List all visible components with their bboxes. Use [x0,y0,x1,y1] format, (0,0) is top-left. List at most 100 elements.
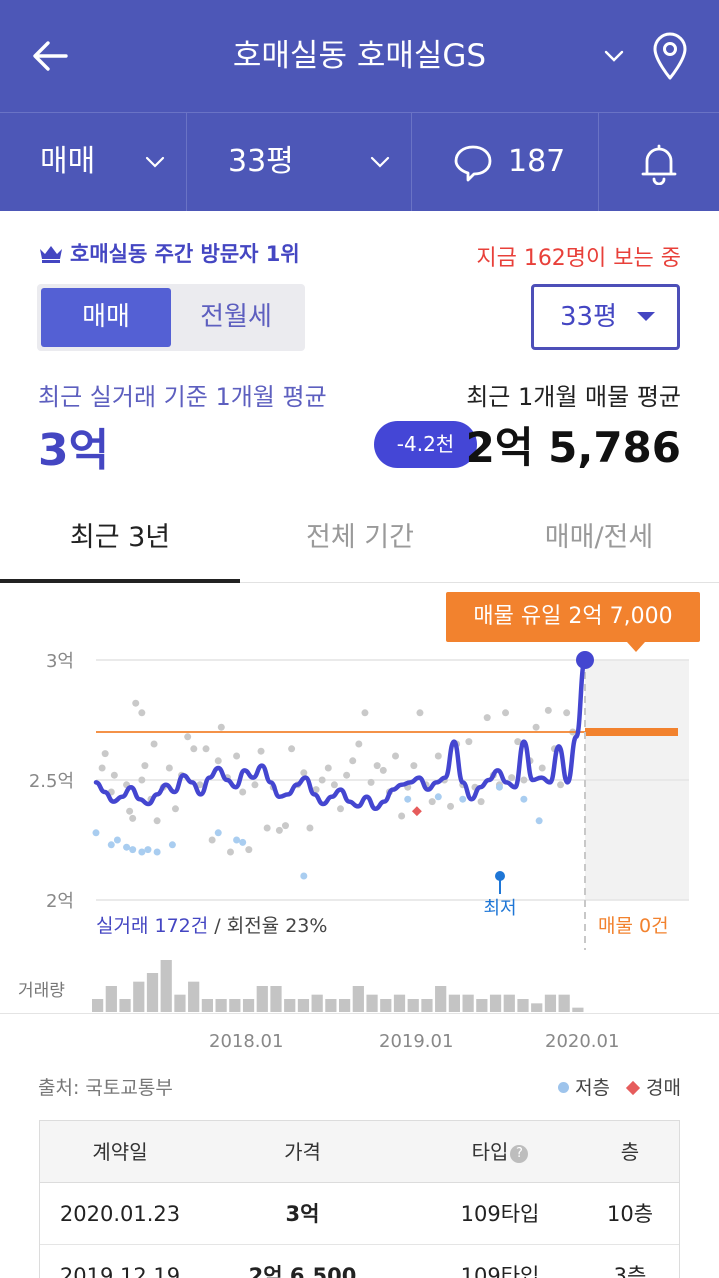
viewers-now: 지금 162명이 보는 중 [476,246,681,271]
help-icon[interactable]: ? [510,1145,529,1163]
volume-bar [489,994,502,1012]
trade-point [343,771,351,779]
row-type: 109타입 [460,1264,540,1278]
table-row[interactable]: 2020.01.23 3억 109타입 10층 [40,1183,679,1245]
volume-bar [448,994,460,1012]
row-floor: 10층 [606,1202,654,1226]
trade-point [330,781,338,789]
row-date: 2019.12.19 [59,1264,181,1278]
chevron-down-icon[interactable] [142,149,168,175]
lowest-marker [495,871,505,881]
segment-sale[interactable]: 매매 [41,288,171,347]
volume-bar [572,1007,584,1012]
trade-point [239,788,247,796]
trade-point [150,740,158,748]
comment-bubble-icon[interactable] [452,143,494,183]
period-tabs: 최근 3년 전체 기간 매매/전세 [0,495,719,583]
location-pin-icon[interactable] [650,30,690,82]
volume-bar [242,999,255,1012]
low-floor-point [92,829,100,837]
price-trend-line [93,657,588,812]
volume-bar [297,999,310,1012]
chevron-down-icon[interactable] [367,149,393,175]
trade-point [324,764,332,772]
back-arrow-icon[interactable] [28,34,72,78]
trade-type-select[interactable]: 매매 [40,144,96,179]
comment-count[interactable]: 187 [508,144,566,179]
price-diff-badge: -4.2천 [374,421,477,468]
volume-bar [352,986,364,1012]
trade-point [392,752,400,760]
y-tick-label: 2.5억 [29,771,74,792]
trade-point [110,771,118,779]
volume-bar [270,986,282,1012]
lowest-label: 최저 [483,898,516,919]
complex-title[interactable]: 호매실동 호매실GS [232,38,487,74]
volume-bar [476,999,488,1012]
trade-point [165,764,173,772]
listing-callout[interactable]: 매물 유일 2억 7,000 [446,592,700,642]
trade-point [202,745,210,753]
trade-point [508,774,516,782]
size-dropdown[interactable]: 33평 [531,284,680,350]
low-floor-point [520,795,528,803]
low-floor-point [233,836,241,844]
filter-bar: 매매 33평 187 [0,112,719,211]
volume-bar [201,999,213,1012]
callout-tail [627,642,645,652]
trade-point [465,738,473,746]
trade-point [141,762,149,770]
segment-rent[interactable]: 전월세 [200,302,272,332]
trade-point [300,769,308,777]
volume-bar [435,986,447,1012]
rank-text: 호매실동 주간 방문자 1위 [70,242,300,266]
trade-point [428,798,436,806]
volume-bar [133,981,145,1012]
data-source: 출처: 국토교통부 [38,1077,173,1099]
trade-point [233,752,241,760]
table-header: 계약일 가격 타입? 층 [40,1121,679,1183]
trade-point [532,723,540,731]
visitor-rank: 호매실동 주간 방문자 1위 [38,238,300,268]
transaction-count-hl: 실거래 172건 [96,915,209,937]
trade-point [196,781,204,789]
transaction-count: 실거래 172건 / 회전율 23% [96,911,327,938]
price-chart: 3억 2.5억 2억 최저 [0,584,719,1014]
tab-sale-jeonse[interactable]: 매매/전세 [544,522,654,553]
trade-point [251,781,259,789]
volume-bar [188,981,200,1012]
recent-trade-label: 최근 실거래 기준 1개월 평균 [38,383,327,411]
divider [598,113,599,211]
trade-point [101,750,109,758]
chart-legend: 저층 경매 [558,1073,681,1100]
volume-bar [325,999,337,1012]
size-select[interactable]: 33평 [228,144,294,179]
low-floor-point [459,795,467,803]
low-floor-point [129,846,137,854]
col-type-label: 타입 [471,1140,509,1164]
volume-bar [462,994,474,1012]
trade-point [367,778,375,786]
trade-point [281,822,289,830]
bell-icon[interactable] [638,141,680,185]
divider [411,113,412,211]
row-floor: 3층 [613,1264,647,1278]
trade-point [434,752,442,760]
tab-recent-3y[interactable]: 최근 3년 [0,495,240,583]
trade-point [483,714,491,722]
trade-point [129,814,137,822]
price-chart-svg: 3억 2.5억 2억 최저 [0,651,719,1014]
trade-point [245,846,253,854]
col-floor: 층 [620,1140,640,1164]
chevron-down-icon[interactable] [600,42,628,70]
listing-avg-bar [585,728,678,736]
legend-auction: 경매 [646,1077,681,1099]
table-row[interactable]: 2019.12.19 2억 6,500 109타입 3층 [40,1245,679,1278]
trade-point [217,723,225,731]
col-date: 계약일 [92,1140,148,1164]
caret-down-icon [637,312,655,321]
tab-all-period[interactable]: 전체 기간 [306,522,414,553]
low-floor-point [138,848,146,856]
low-floor-point [239,838,247,846]
transaction-table: 계약일 가격 타입? 층 2020.01.23 3억 109타입 10층 201… [39,1120,680,1278]
